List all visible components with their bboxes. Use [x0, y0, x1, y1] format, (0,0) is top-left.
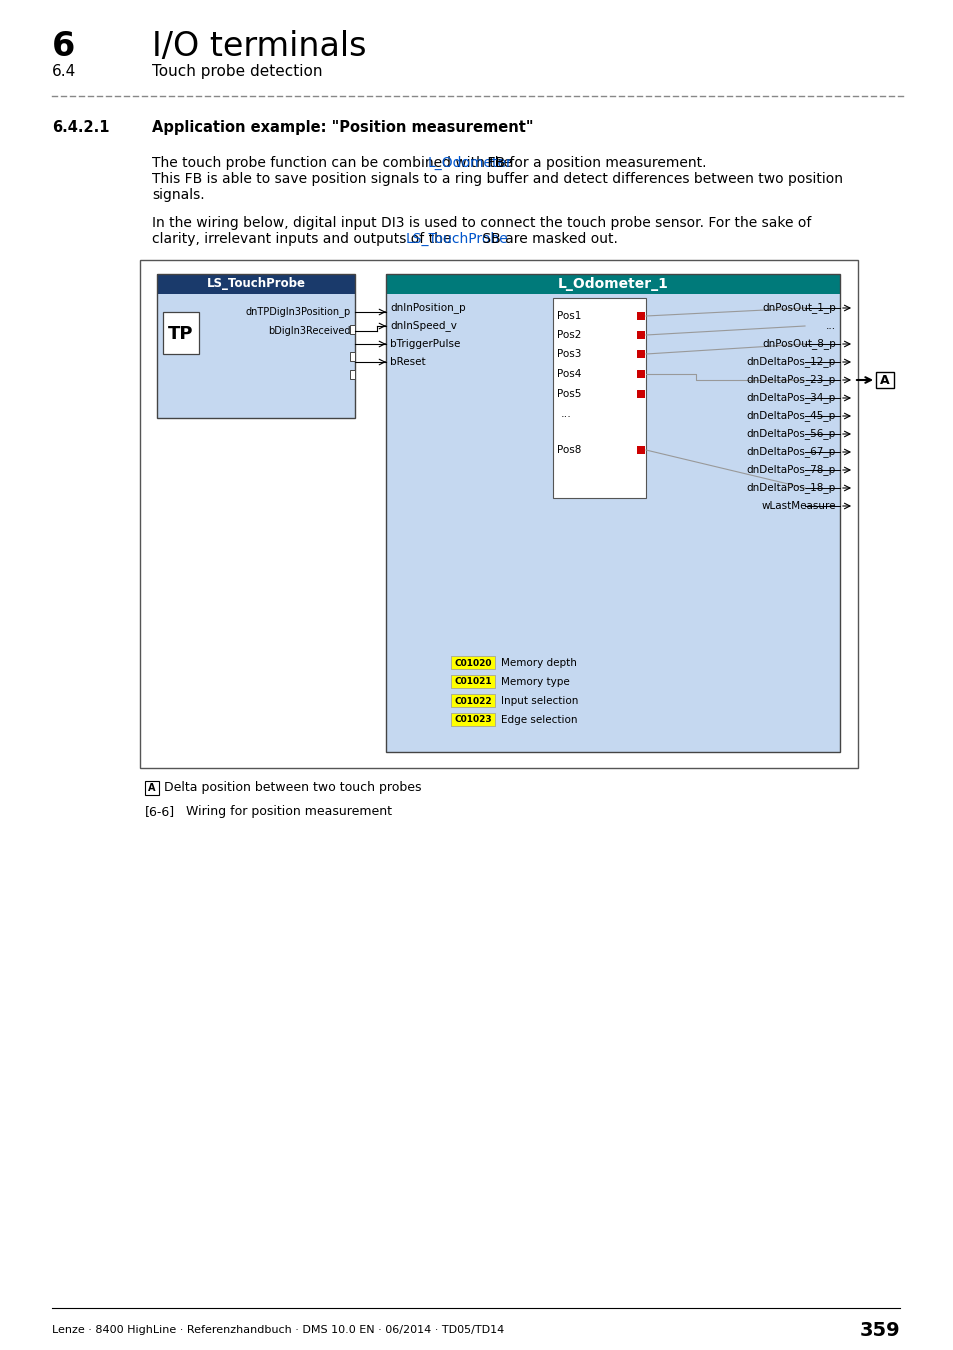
Text: Memory depth: Memory depth	[500, 657, 577, 668]
Text: bDigIn3Received: bDigIn3Received	[268, 325, 351, 336]
Bar	[451, 675, 495, 688]
Text: This FB is able to save position signals to a ring buffer and detect differences: This FB is able to save position signals…	[152, 171, 842, 186]
Text: dnTPDigIn3Position_p: dnTPDigIn3Position_p	[246, 306, 351, 317]
Text: 6.4: 6.4	[52, 63, 76, 80]
Text: dnDeltaPos_23_p: dnDeltaPos_23_p	[746, 374, 835, 386]
Text: In the wiring below, digital input DI3 is used to connect the touch probe sensor: In the wiring below, digital input DI3 i…	[152, 216, 810, 230]
Text: Delta position between two touch probes: Delta position between two touch probes	[164, 782, 421, 795]
Bar	[386, 274, 840, 294]
Bar	[163, 312, 199, 354]
Text: TP: TP	[168, 325, 193, 343]
Text: dnPosOut_8_p: dnPosOut_8_p	[761, 339, 835, 350]
Bar	[140, 261, 857, 768]
Text: wLastMeasure: wLastMeasure	[760, 501, 835, 512]
Text: Pos5: Pos5	[557, 389, 580, 400]
Text: 6: 6	[52, 30, 75, 63]
Text: dnInPosition_p: dnInPosition_p	[390, 302, 465, 313]
Text: Touch probe detection: Touch probe detection	[152, 63, 322, 80]
Text: A: A	[880, 374, 889, 386]
Bar	[386, 274, 840, 752]
Bar	[157, 274, 355, 418]
Bar	[637, 350, 644, 358]
Text: ...: ...	[560, 409, 571, 418]
Bar	[451, 656, 495, 670]
Text: L_Odometer_1: L_Odometer_1	[557, 277, 668, 292]
Bar	[451, 713, 495, 726]
Bar	[637, 331, 644, 339]
Text: Pos4: Pos4	[557, 369, 580, 379]
Text: C01022: C01022	[454, 697, 492, 706]
Text: dnDeltaPos_12_p: dnDeltaPos_12_p	[746, 356, 835, 367]
Text: dnDeltaPos_34_p: dnDeltaPos_34_p	[746, 393, 835, 404]
Bar	[350, 370, 355, 379]
Bar	[637, 390, 644, 398]
Bar	[553, 298, 645, 498]
Text: bReset: bReset	[390, 356, 425, 367]
Text: Lenze · 8400 HighLine · Referenzhandbuch · DMS 10.0 EN · 06/2014 · TD05/TD14: Lenze · 8400 HighLine · Referenzhandbuch…	[52, 1324, 504, 1335]
Text: dnPosOut_1_p: dnPosOut_1_p	[761, 302, 835, 313]
Text: Memory type: Memory type	[500, 676, 569, 687]
Text: dnDeltaPos_18_p: dnDeltaPos_18_p	[746, 482, 835, 494]
Bar	[157, 274, 355, 294]
Text: clarity, irrelevant inputs and outputs of the: clarity, irrelevant inputs and outputs o…	[152, 232, 456, 246]
Text: SB are masked out.: SB are masked out.	[477, 232, 617, 246]
Bar	[637, 446, 644, 454]
Text: Application example: "Position measurement": Application example: "Position measureme…	[152, 120, 533, 135]
Text: Edge selection: Edge selection	[500, 716, 577, 725]
Bar	[386, 294, 840, 752]
Bar	[350, 325, 355, 333]
Text: C01020: C01020	[454, 659, 491, 667]
Text: 359: 359	[859, 1320, 899, 1339]
Text: Wiring for position measurement: Wiring for position measurement	[186, 806, 392, 818]
Bar	[637, 370, 644, 378]
Text: I/O terminals: I/O terminals	[152, 30, 366, 63]
Text: dnDeltaPos_56_p: dnDeltaPos_56_p	[746, 428, 835, 440]
Bar	[157, 294, 355, 418]
Bar	[350, 352, 355, 360]
Text: A: A	[148, 783, 155, 792]
Text: Pos1: Pos1	[557, 310, 580, 321]
Text: Pos2: Pos2	[557, 329, 580, 340]
Text: FB for a position measurement.: FB for a position measurement.	[482, 157, 706, 170]
Text: Input selection: Input selection	[500, 697, 578, 706]
Text: bTriggerPulse: bTriggerPulse	[390, 339, 460, 350]
Bar	[145, 782, 159, 795]
Text: Pos3: Pos3	[557, 350, 580, 359]
Text: dnDeltaPos_78_p: dnDeltaPos_78_p	[746, 464, 835, 475]
Text: dnDeltaPos_45_p: dnDeltaPos_45_p	[746, 410, 835, 421]
Bar	[875, 373, 893, 387]
Text: dnDeltaPos_67_p: dnDeltaPos_67_p	[746, 447, 835, 458]
Text: ...: ...	[825, 321, 835, 331]
Text: 6.4.2.1: 6.4.2.1	[52, 120, 110, 135]
Text: LS_TouchProbe: LS_TouchProbe	[206, 278, 305, 290]
Text: LS_TouchProbe: LS_TouchProbe	[405, 232, 508, 246]
Text: C01021: C01021	[454, 678, 492, 687]
Text: The touch probe function can be combined with the: The touch probe function can be combined…	[152, 157, 516, 170]
Text: signals.: signals.	[152, 188, 204, 202]
Bar	[637, 312, 644, 320]
Text: L_Odometer: L_Odometer	[428, 157, 512, 170]
Text: C01023: C01023	[454, 716, 492, 725]
Text: [6-6]: [6-6]	[145, 806, 175, 818]
Bar	[451, 694, 495, 707]
Text: Pos8: Pos8	[557, 446, 580, 455]
Text: dnInSpeed_v: dnInSpeed_v	[390, 320, 456, 332]
